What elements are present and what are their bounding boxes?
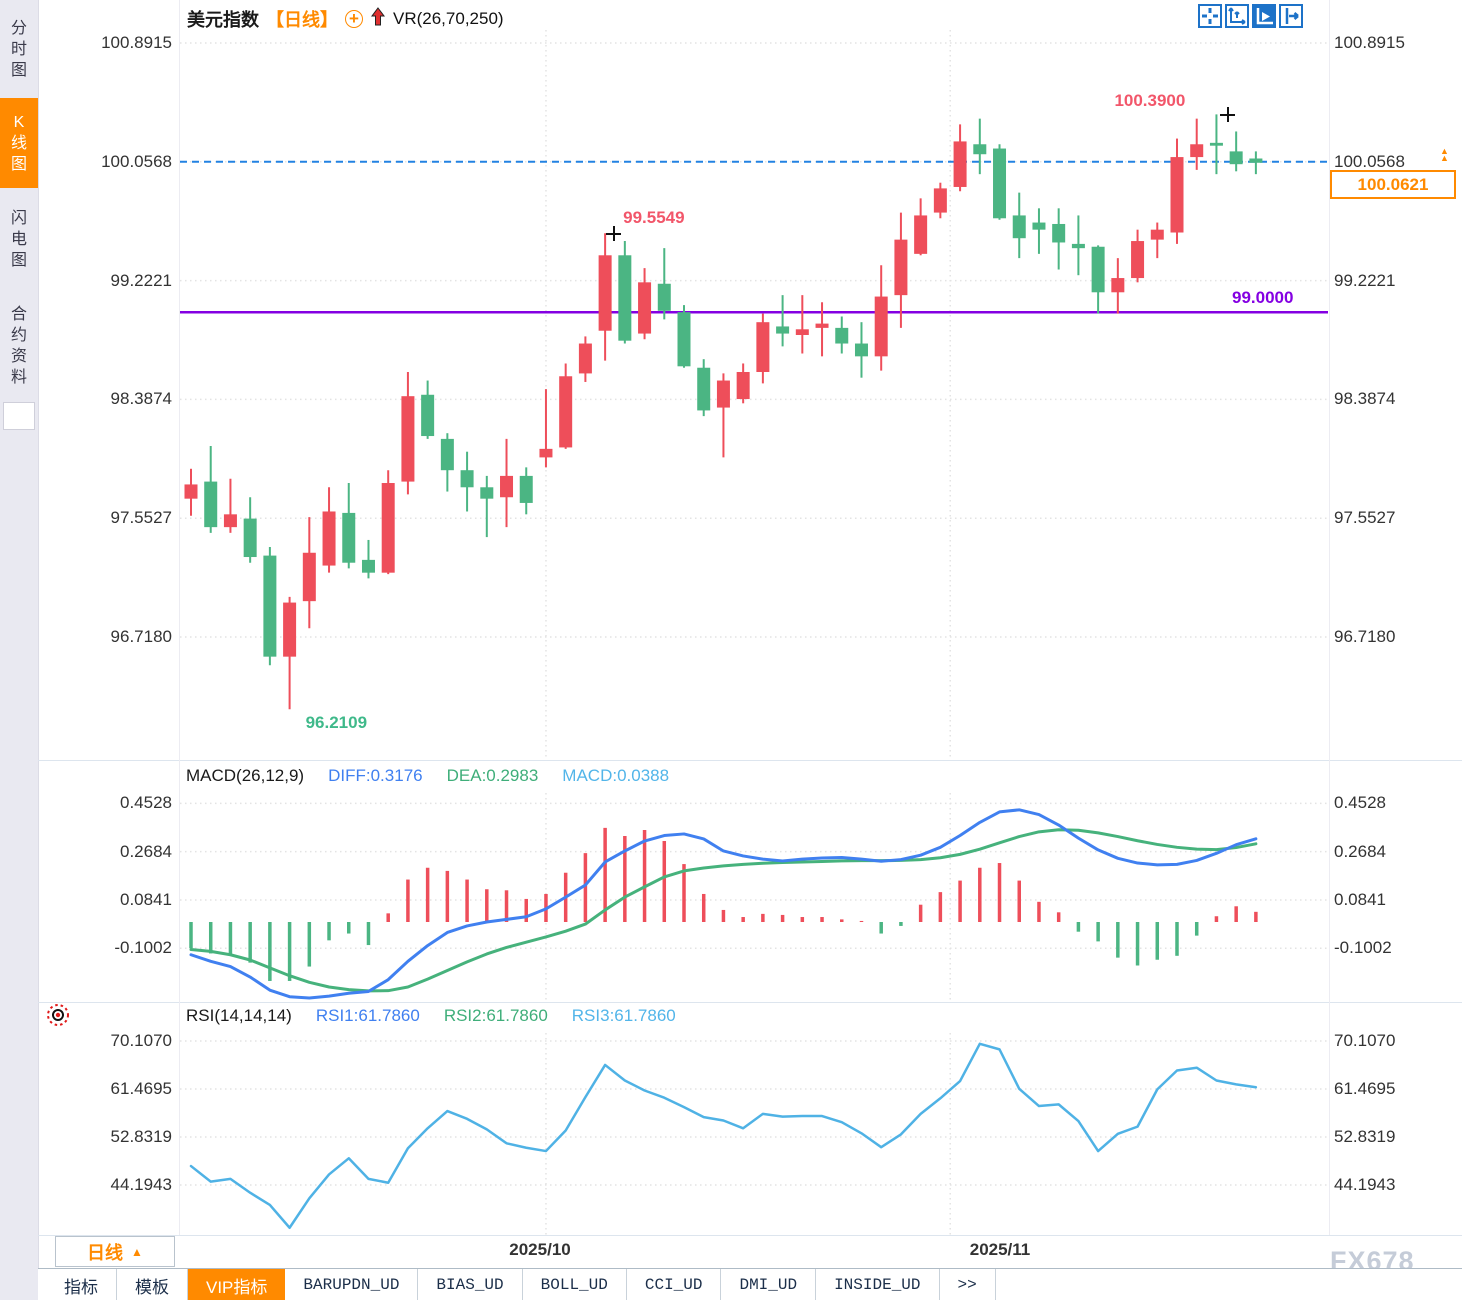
rsi-header: RSI(14,14,14) RSI1:61.7860 RSI2:61.7860 … (186, 1006, 676, 1026)
axis-tick-label: 96.7180 (1334, 627, 1396, 646)
mid-peak-price-label: 99.5549 (623, 208, 685, 228)
tab-boll_ud[interactable]: BOLL_UD (523, 1269, 627, 1300)
tab-dmi_ud[interactable]: DMI_UD (721, 1269, 817, 1300)
pan-right-icon[interactable] (1279, 4, 1303, 28)
macd-chart[interactable] (180, 793, 1328, 1002)
axis-tick-label: 0.0841 (1334, 889, 1386, 909)
instrument-title: 美元指数 (187, 10, 259, 30)
sun-marker-icon[interactable] (44, 1001, 72, 1029)
tab-[interactable]: 指标 (46, 1269, 117, 1300)
axis-tick-label: 96.7180 (110, 627, 172, 646)
candlestick-chart[interactable] (180, 30, 1328, 760)
axis-tick-label: 100.8915 (101, 33, 172, 52)
axis-tick-label: 0.4528 (120, 793, 172, 813)
add-indicator-icon[interactable]: + (345, 10, 363, 28)
sidebar-item-4[interactable]: 合约资料 (10, 306, 27, 386)
axis-tick-label: 70.1070 (1334, 1031, 1396, 1050)
axis-tick-label: 52.8319 (1334, 1126, 1396, 1146)
rsi1-value: RSI1:61.7860 (315, 1006, 420, 1025)
tab-[interactable]: 模板 (117, 1269, 188, 1300)
price-up-arrows-icon: ▲ ▲ (1440, 146, 1449, 163)
indicator-label[interactable]: VR(26,70,250) (393, 9, 504, 28)
axis-tick-label: 70.1070 (110, 1031, 172, 1050)
axes-play-icon[interactable] (1252, 4, 1276, 28)
crosshair-mark (1220, 107, 1236, 123)
x-axis-label-nov: 2025/11 (969, 1240, 1031, 1259)
sidebar (0, 0, 39, 1300)
axis-separator (179, 0, 180, 1235)
tab-cci_ud[interactable]: CCI_UD (627, 1269, 722, 1300)
macd-header: MACD(26,12,9) DIFF:0.3176 DEA:0.2983 MAC… (186, 766, 669, 786)
axis-tick-label: 0.2684 (1334, 841, 1386, 861)
rsi2-value: RSI2:61.7860 (443, 1006, 548, 1025)
panel-separator (38, 1235, 1462, 1236)
low-price-label: 96.2109 (305, 713, 368, 733)
panel-separator (38, 1002, 1462, 1003)
axis-tick-label: -0.1002 (114, 938, 172, 958)
axis-tick-label: 0.0841 (120, 889, 172, 909)
up-arrow-icon (370, 6, 386, 32)
macd-dea-value: DEA:0.2983 (446, 766, 539, 785)
axis-tick-label: 61.4695 (1334, 1078, 1396, 1098)
sidebar-item-3[interactable]: 闪电图 (10, 209, 27, 269)
axis-tick-label: 0.2684 (120, 841, 172, 861)
tab-barupdn_ud[interactable]: BARUPDN_UD (285, 1269, 419, 1300)
axis-tick-label: 61.4695 (110, 1078, 172, 1098)
period-tag[interactable]: 【日线】 (266, 10, 338, 30)
crosshair-icon[interactable] (1198, 4, 1222, 28)
axis-tick-label: 97.5527 (1334, 508, 1396, 528)
sidebar-item-1[interactable]: 分时图 (10, 19, 27, 79)
rsi-chart[interactable] (180, 1033, 1328, 1235)
macd-name[interactable]: MACD(26,12,9) (186, 766, 305, 785)
rsi3-value: RSI3:61.7860 (571, 1006, 676, 1025)
chart-header: 美元指数 【日线】 + VR(26,70,250) (187, 6, 504, 32)
purple-level-label: 99.0000 (1232, 288, 1294, 308)
axis-tick-label: 97.5527 (110, 508, 172, 528)
current-price-box: 100.0621 (1330, 170, 1456, 199)
macd-diff-value: DIFF:0.3176 (328, 766, 423, 785)
crosshair-mark (606, 226, 622, 242)
indicator-tabbar: 指标 模板 VIP指标 BARUPDN_UD BIAS_UD BOLL_UD CCI_UD D… (38, 1268, 1462, 1300)
axis-tick-label: 100.0568 (101, 151, 172, 171)
high-price-label: 100.3900 (1114, 91, 1186, 111)
tab-bias_ud[interactable]: BIAS_UD (418, 1269, 523, 1300)
axis-tick-label: 100.0568 (1334, 151, 1405, 171)
period-selector-label: 日线 (87, 1242, 124, 1263)
axis-tick-label: 98.3874 (1334, 389, 1396, 409)
axis-tick-label: 0.4528 (1334, 793, 1386, 813)
sidebar-input[interactable] (3, 402, 35, 430)
axis-tick-label: 100.8915 (1334, 33, 1405, 52)
axis-tick-label: 99.2221 (1334, 270, 1396, 290)
axis-tick-label: 99.2221 (110, 270, 172, 290)
tab-[interactable]: >> (940, 1269, 996, 1300)
axis-tick-label: 98.3874 (110, 389, 172, 409)
tab-vip[interactable]: VIP指标 (188, 1269, 286, 1300)
axis-tick-label: 44.1943 (110, 1174, 172, 1194)
axis-separator (1329, 0, 1330, 1235)
x-axis-label-oct: 2025/10 (509, 1240, 571, 1259)
chart-toolbar (1198, 4, 1303, 28)
axis-tick-label: 52.8319 (110, 1126, 172, 1146)
period-selector-button[interactable]: 日线 ▲ (55, 1236, 175, 1267)
axis-tick-label: -0.1002 (1334, 938, 1392, 958)
rsi-name[interactable]: RSI(14,14,14) (186, 1006, 292, 1025)
tab-inside_ud[interactable]: INSIDE_UD (816, 1269, 940, 1300)
panel-separator (38, 760, 1462, 761)
axes-zoom-icon[interactable] (1225, 4, 1249, 28)
macd-hist-value: MACD:0.0388 (562, 766, 670, 785)
chevron-up-icon: ▲ (131, 1244, 143, 1259)
axis-tick-label: 44.1943 (1334, 1174, 1396, 1194)
